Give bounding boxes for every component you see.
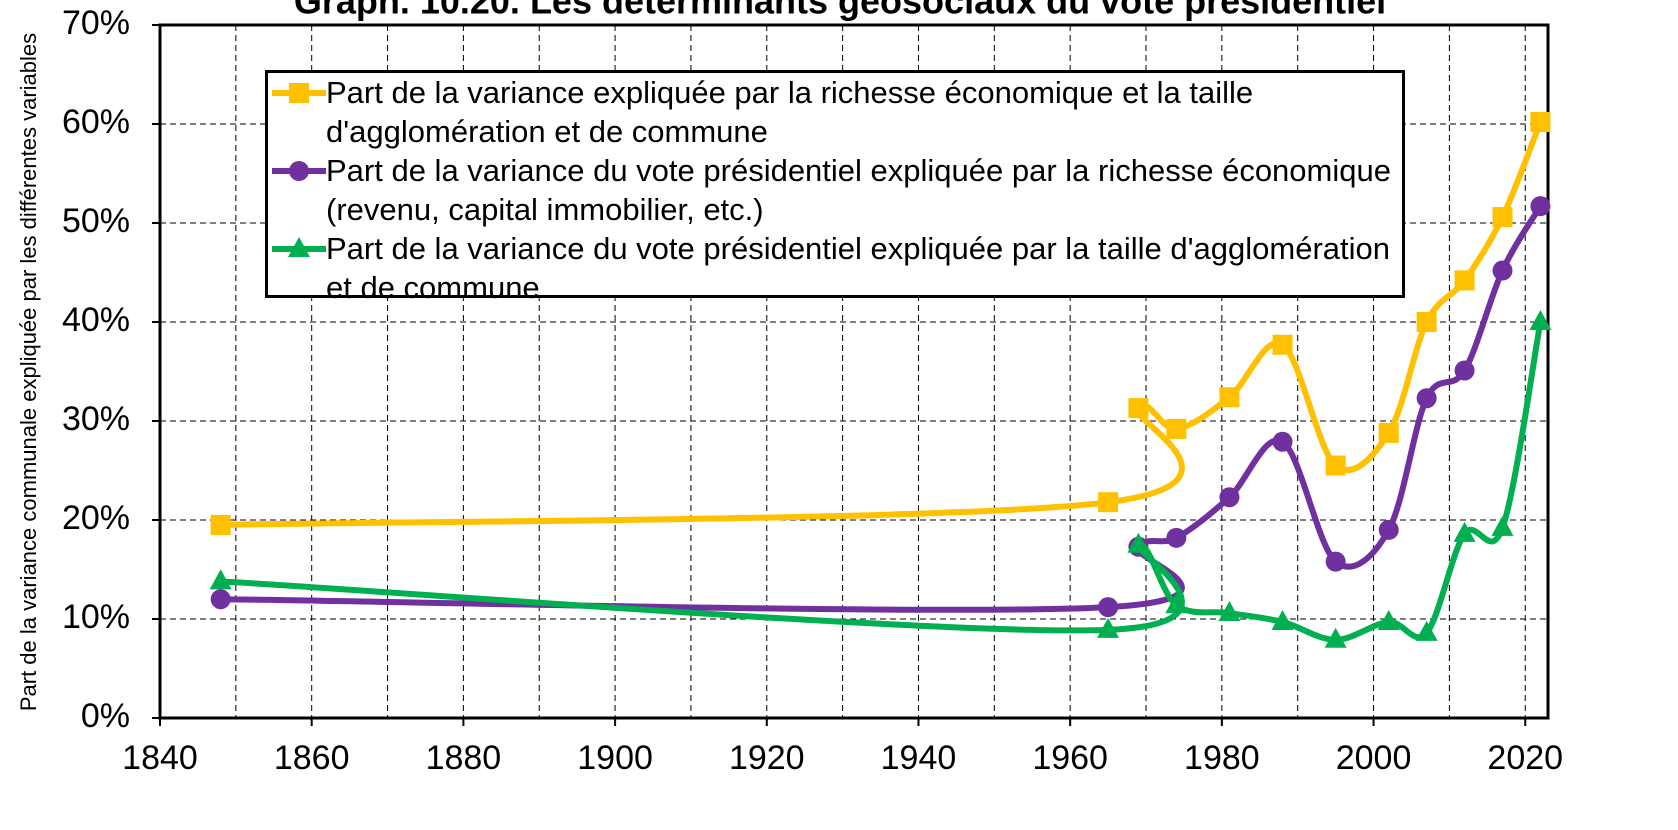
marker: [1218, 601, 1241, 622]
marker: [1491, 515, 1514, 536]
marker: [210, 514, 231, 535]
marker: [1454, 270, 1475, 291]
marker: [1325, 551, 1346, 572]
marker: [1377, 609, 1400, 630]
marker: [1219, 387, 1240, 408]
marker: [1492, 207, 1513, 228]
marker: [209, 569, 232, 590]
marker: [1097, 617, 1120, 638]
y-tick-label: 0%: [81, 697, 130, 735]
marker: [288, 237, 310, 257]
marker: [1378, 422, 1399, 443]
chart-title: Graph. 10.20. Les déterminants géosociau…: [294, 0, 1386, 22]
legend-label: Part de la variance expliquée par la ric…: [326, 75, 1254, 149]
legend: Part de la variance expliquée par la ric…: [265, 70, 1405, 305]
y-tick-label: 60%: [62, 103, 130, 141]
marker: [1415, 620, 1438, 641]
marker: [1166, 418, 1187, 439]
legend-entry: Part de la variance expliquée par la ric…: [268, 73, 1402, 151]
x-tick-label: 2020: [1487, 739, 1563, 777]
x-tick-label: 1960: [1032, 739, 1108, 777]
marker: [1128, 398, 1149, 419]
marker: [1271, 609, 1294, 630]
marker: [1529, 310, 1552, 330]
marker: [1492, 260, 1513, 281]
y-tick-label: 40%: [62, 301, 130, 339]
x-tick-label: 1940: [881, 739, 957, 777]
y-tick-label: 10%: [62, 598, 130, 636]
legend-entry: Part de la variance du vote présidentiel…: [268, 151, 1402, 229]
plot-frame: [158, 23, 1550, 720]
x-tick-label: 1840: [122, 739, 198, 777]
marker: [289, 83, 309, 103]
marker: [1165, 593, 1188, 614]
legend-entry: Part de la variance du vote présidentiel…: [268, 229, 1402, 307]
marker: [1219, 487, 1240, 508]
x-tick-label: 1920: [729, 739, 805, 777]
marker: [1098, 597, 1119, 618]
x-tick-label: 1900: [577, 739, 653, 777]
legend-swatch: [272, 161, 326, 181]
legend-label: Part de la variance du vote présidentiel…: [326, 153, 1391, 227]
x-tick-label: 1980: [1184, 739, 1260, 777]
x-tick-label: 2000: [1336, 739, 1412, 777]
marker: [1166, 527, 1187, 548]
marker: [210, 589, 231, 610]
marker: [1530, 196, 1551, 217]
marker: [1272, 431, 1293, 452]
marker: [1098, 492, 1119, 513]
legend-swatch: [272, 83, 326, 103]
legend-swatch: [272, 237, 326, 257]
y-tick-label: 20%: [62, 499, 130, 537]
marker: [1453, 521, 1476, 542]
y-axis-label: Part de la variance communale expliquée …: [16, 33, 41, 711]
legend-label: Part de la variance du vote présidentiel…: [326, 231, 1391, 305]
marker: [1127, 532, 1150, 553]
marker: [1454, 360, 1475, 381]
marker: [1378, 519, 1399, 540]
series-line: [220, 204, 1544, 613]
marker: [1272, 334, 1293, 355]
marker: [1416, 388, 1437, 409]
y-tick-label: 30%: [62, 400, 130, 438]
marker: [289, 161, 309, 181]
marker: [1325, 455, 1346, 476]
marker: [1530, 112, 1551, 133]
marker: [1416, 312, 1437, 332]
y-tick-label: 70%: [62, 4, 130, 42]
y-tick-label: 50%: [62, 202, 130, 240]
series-line: [220, 321, 1544, 643]
marker: [1324, 627, 1347, 648]
x-tick-label: 1880: [426, 739, 502, 777]
x-tick-label: 1860: [274, 739, 350, 777]
